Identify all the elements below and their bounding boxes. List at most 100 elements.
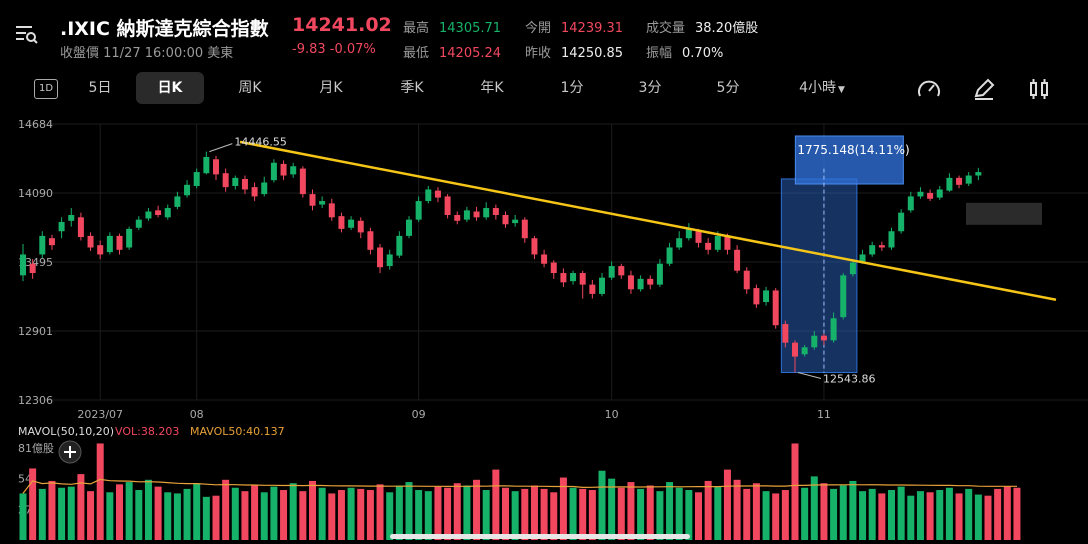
volume-bar xyxy=(685,490,693,540)
tab-1min[interactable]: 1分 xyxy=(560,80,584,96)
candle xyxy=(444,194,451,219)
volume-bar xyxy=(569,487,577,540)
volume-bar xyxy=(839,485,847,540)
y-axis: 14684 14090 13495 12901 12306 xyxy=(18,118,53,407)
volume-bar xyxy=(463,485,471,540)
volume-bar xyxy=(357,488,365,540)
candle-body xyxy=(753,288,760,305)
candle xyxy=(473,206,480,221)
menu-search-icon[interactable] xyxy=(14,24,38,44)
candle-body xyxy=(377,247,384,268)
quote-header: .IXIC 納斯達克綜合指數 收盤價 11/27 16:00:00 美東 142… xyxy=(0,0,1088,68)
candle xyxy=(290,162,297,178)
candle xyxy=(849,259,856,277)
candle xyxy=(647,275,654,290)
gauge-icon[interactable] xyxy=(917,78,941,100)
volume-bar xyxy=(579,488,587,540)
candle-body xyxy=(309,194,316,206)
candle-body xyxy=(444,196,451,215)
candle-settings-icon[interactable] xyxy=(1027,78,1051,100)
candle xyxy=(174,191,181,210)
candle-body xyxy=(888,231,895,248)
candle-body xyxy=(68,214,75,221)
volume-bar xyxy=(810,476,818,540)
tab-weekly-k[interactable]: 周K xyxy=(238,80,262,96)
candle xyxy=(627,270,634,294)
candle xyxy=(386,249,393,270)
tab-yearly-k[interactable]: 年K xyxy=(480,80,504,96)
candle-body xyxy=(676,238,683,248)
candle-body xyxy=(261,182,268,195)
candle xyxy=(608,261,615,280)
volume-bar xyxy=(550,492,558,540)
min-price-label: 12543.86 xyxy=(823,372,876,385)
candle-body xyxy=(792,342,798,357)
volume-bar xyxy=(38,488,46,540)
candle-body xyxy=(724,235,731,250)
volume-bar xyxy=(415,490,423,540)
candle xyxy=(869,241,876,257)
volume-bar xyxy=(280,490,288,540)
volume-bar xyxy=(1013,487,1021,540)
measure-box[interactable]: 1775.148(14.11%) xyxy=(780,135,910,373)
y-tick-label: 13495 xyxy=(18,256,53,269)
symbol: .IXIC xyxy=(60,18,110,40)
volume-bar xyxy=(627,482,635,540)
candle-body xyxy=(48,238,55,246)
pen-icon[interactable] xyxy=(972,78,996,100)
candle xyxy=(830,312,837,343)
one-day-button[interactable]: 1D xyxy=(34,79,58,99)
candle-body xyxy=(58,221,65,232)
tab-daily-k[interactable]: 日K xyxy=(136,72,204,104)
candle xyxy=(705,238,712,255)
candle-body xyxy=(637,278,644,290)
tab-monthly-k[interactable]: 月K xyxy=(319,80,343,96)
volume-bar xyxy=(202,496,210,540)
volume-bar xyxy=(859,491,867,540)
candle-body xyxy=(907,196,914,211)
candle xyxy=(676,231,683,250)
candle-body xyxy=(560,273,567,283)
volume-bar xyxy=(598,470,606,540)
candle xyxy=(531,235,538,260)
price-chart[interactable]: 14684 14090 13495 12901 12306 2023/07 08 09 10 1… xyxy=(0,110,1088,544)
candle xyxy=(917,187,924,199)
candle xyxy=(406,216,412,239)
volume-bar xyxy=(347,487,355,540)
candle-body xyxy=(869,245,876,255)
candle xyxy=(560,268,567,287)
trendline[interactable] xyxy=(239,140,1057,301)
volume-bar xyxy=(695,492,702,540)
candle-body xyxy=(859,254,866,262)
last-price: 14241.02 xyxy=(292,14,392,36)
candle-body xyxy=(878,245,885,248)
x-tick-label: 11 xyxy=(817,408,831,421)
volume-bar xyxy=(337,490,345,540)
candle xyxy=(956,175,963,189)
tab-5day[interactable]: 5日 xyxy=(88,80,112,96)
candle xyxy=(792,340,798,373)
add-indicator-button[interactable] xyxy=(58,440,82,464)
trendline-segment[interactable] xyxy=(239,140,1057,301)
candle-body xyxy=(164,208,171,218)
volume-bar xyxy=(540,488,548,540)
candle xyxy=(155,205,162,218)
tab-3min[interactable]: 3分 xyxy=(638,80,662,96)
candle xyxy=(820,333,827,345)
volume-bar xyxy=(868,488,876,540)
candle-body xyxy=(840,275,847,318)
more-icon[interactable] xyxy=(1078,78,1088,100)
tab-5min[interactable]: 5分 xyxy=(716,80,740,96)
candle xyxy=(126,226,133,250)
high-label: 最高 xyxy=(403,21,430,36)
tab-4hour[interactable]: 4小時 ▼ xyxy=(790,72,854,104)
tab-quarterly-k[interactable]: 季K xyxy=(400,80,424,96)
prev-value: 14250.85 xyxy=(561,46,624,61)
volume-bar xyxy=(67,486,75,540)
candle-body xyxy=(126,228,133,248)
volume-bar xyxy=(781,490,789,540)
volume-bar xyxy=(762,491,770,540)
candle xyxy=(570,270,577,285)
candle-body xyxy=(232,177,239,186)
candle-body xyxy=(956,177,963,185)
